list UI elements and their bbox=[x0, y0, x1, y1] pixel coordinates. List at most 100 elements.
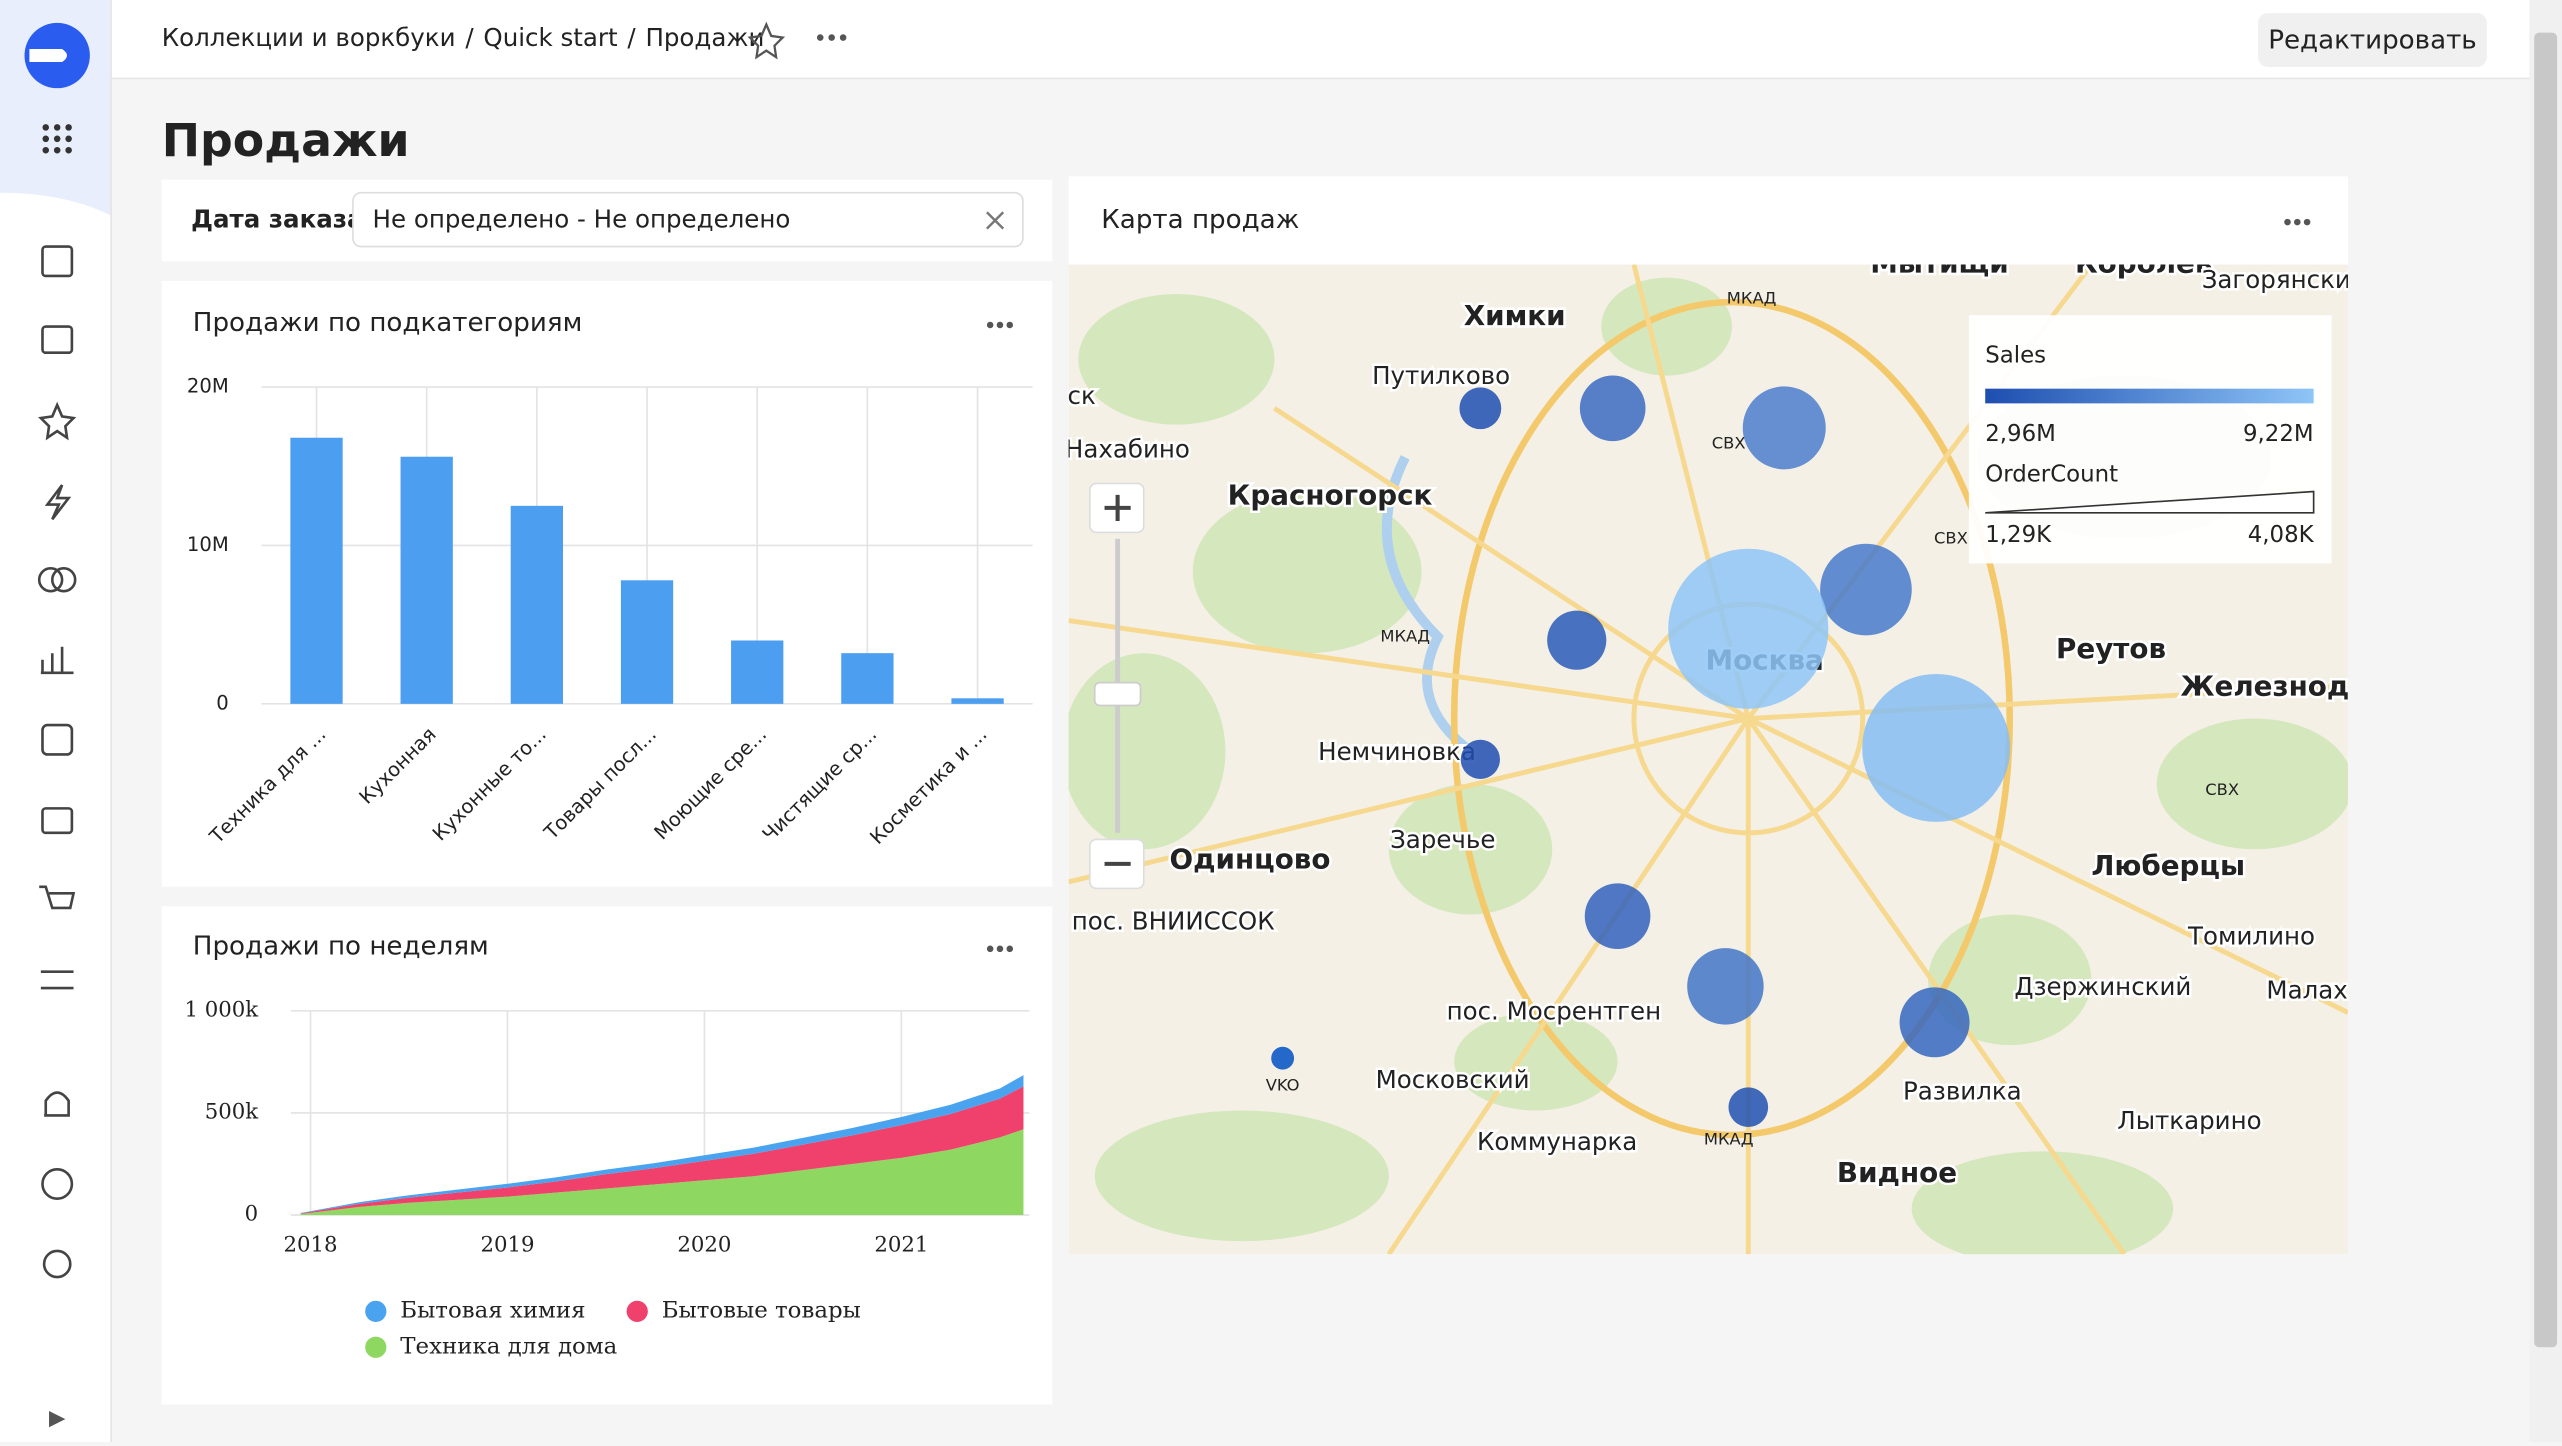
clear-button[interactable] bbox=[986, 211, 1005, 230]
breadcrumb: Продажи bbox=[645, 23, 764, 52]
nav-icon[interactable] bbox=[40, 970, 74, 990]
place-label: Загорянский bbox=[2202, 265, 2367, 294]
widget-title: Продажи по подкатегориям bbox=[193, 308, 582, 338]
y-tick-label: 0 bbox=[245, 1202, 259, 1227]
legend-label: Бытовая химия bbox=[400, 1297, 585, 1323]
bubble[interactable] bbox=[1687, 948, 1764, 1025]
place-label: МКАД bbox=[1727, 288, 1777, 307]
legend-marker bbox=[365, 1336, 387, 1358]
legend-title: Sales bbox=[1985, 343, 2046, 369]
scrollbar-thumb[interactable] bbox=[2534, 32, 2558, 1348]
bubble[interactable] bbox=[1460, 739, 1500, 779]
edit-button[interactable] bbox=[2258, 13, 2487, 67]
place-label: Малах bbox=[2266, 975, 2347, 1004]
filter-input[interactable] bbox=[352, 191, 1024, 248]
place-label: Дзержинский bbox=[2014, 972, 2191, 1001]
bar bbox=[841, 653, 894, 704]
place-label: Нахабино bbox=[1065, 435, 1190, 464]
legend-label: Техника для дома bbox=[400, 1333, 617, 1359]
place-label: Заречье bbox=[1390, 825, 1495, 854]
bubble[interactable] bbox=[1459, 387, 1502, 430]
size-scale bbox=[1985, 490, 2315, 514]
x-tick-label: 2019 bbox=[480, 1233, 534, 1258]
widget-menu[interactable] bbox=[2284, 218, 2311, 226]
place-label: МКАД bbox=[1380, 626, 1430, 645]
map-layer: Мытищи КоролёвЗагорянский Химки Путилково ск… bbox=[1065, 247, 2369, 1192]
place-label: Московский bbox=[1376, 1065, 1530, 1094]
place-label: ск bbox=[1068, 381, 1096, 410]
place-label: СВХ bbox=[2205, 780, 2239, 799]
widget-menu[interactable] bbox=[986, 945, 1014, 953]
y-tick-label: 1 000k bbox=[185, 997, 259, 1022]
place-label: Мытищи bbox=[1870, 247, 2008, 280]
breadcrumb[interactable]: Коллекции и воркбуки bbox=[162, 23, 456, 52]
nav-icon[interactable] bbox=[44, 484, 72, 521]
legend-max: 4,08K bbox=[2248, 522, 2315, 548]
legend-min: 1,29K bbox=[1985, 522, 2052, 548]
nav-icon[interactable] bbox=[37, 567, 64, 593]
bubble[interactable] bbox=[1728, 1087, 1769, 1128]
widget-menu[interactable] bbox=[986, 321, 1014, 329]
breadcrumb-separator: / bbox=[465, 23, 474, 52]
filter-label: Дата заказа bbox=[191, 204, 363, 233]
favorite-button[interactable] bbox=[747, 21, 786, 60]
nav-icon[interactable] bbox=[42, 1249, 72, 1279]
place-label: Химки bbox=[1464, 299, 1566, 332]
map-legend bbox=[1968, 315, 2332, 564]
edit-button-label: Редактировать bbox=[2268, 25, 2477, 55]
zoom-slider[interactable] bbox=[1093, 681, 1142, 707]
legend-label: Бытовые товары bbox=[662, 1297, 861, 1323]
area-chart: 0 500k 1 000k 2018 2019 2020 2021 Бытовая химия… bbox=[185, 997, 1030, 1359]
widget-title: Продажи по неделям bbox=[193, 932, 489, 962]
bubble[interactable] bbox=[1579, 375, 1646, 442]
nav-icon[interactable] bbox=[41, 1167, 74, 1200]
nav-icon[interactable] bbox=[41, 723, 74, 756]
nav-icon[interactable] bbox=[39, 885, 76, 910]
bar bbox=[951, 698, 1004, 704]
sidebar bbox=[0, 0, 112, 1442]
place-label: Реутов bbox=[2056, 632, 2166, 665]
place-label: Видное bbox=[1837, 1156, 1957, 1189]
expand-button[interactable] bbox=[49, 1410, 66, 1428]
nav-icon[interactable] bbox=[40, 646, 74, 675]
breadcrumbs: Коллекции и воркбуки / Quick start / Продажи bbox=[162, 23, 765, 52]
place-label: Железнодо bbox=[2181, 670, 2369, 703]
bubble[interactable] bbox=[1584, 883, 1651, 949]
header bbox=[0, 0, 2562, 79]
bubble[interactable] bbox=[1668, 548, 1829, 709]
bar bbox=[510, 505, 564, 704]
y-tick-label: 0 bbox=[216, 691, 228, 714]
zoom-control bbox=[1089, 482, 1145, 890]
place-label: Королёв bbox=[2075, 247, 2212, 280]
place-label: Люберцы bbox=[2091, 849, 2245, 882]
place-label: Путилково bbox=[1372, 361, 1510, 390]
place-label: пос. Мосрентген bbox=[1447, 997, 1662, 1026]
place-label: СВХ bbox=[1712, 434, 1746, 453]
bar bbox=[731, 640, 784, 704]
bubble[interactable] bbox=[1899, 987, 1970, 1058]
nav-icon[interactable] bbox=[41, 245, 74, 278]
bubble[interactable] bbox=[1820, 543, 1912, 636]
x-tick-label: 2018 bbox=[284, 1233, 338, 1258]
bubble[interactable] bbox=[1742, 386, 1826, 470]
nav-icon[interactable] bbox=[44, 1091, 70, 1117]
legend-min: 2,96M bbox=[1985, 421, 2056, 447]
area bbox=[300, 1129, 1024, 1216]
place-label: СВХ bbox=[1934, 528, 1968, 547]
bubble[interactable] bbox=[1862, 673, 2011, 822]
breadcrumb-separator: / bbox=[627, 23, 636, 52]
place-label: МКАД bbox=[1704, 1129, 1754, 1148]
y-tick-label: 20M bbox=[187, 375, 229, 398]
legend-marker bbox=[626, 1300, 648, 1322]
nav-icon[interactable] bbox=[41, 325, 74, 355]
apps-icon[interactable] bbox=[42, 124, 72, 154]
nav-icon[interactable] bbox=[41, 807, 74, 835]
more-button[interactable] bbox=[816, 34, 847, 41]
x-tick-label: 2020 bbox=[677, 1233, 731, 1258]
y-tick-label: 10M bbox=[187, 533, 229, 556]
place-label: Томилино bbox=[2187, 921, 2315, 950]
breadcrumb[interactable]: Quick start bbox=[483, 23, 618, 52]
bubble[interactable] bbox=[1547, 610, 1607, 670]
nav-icon[interactable] bbox=[38, 401, 77, 441]
legend-max: 9,22M bbox=[2243, 421, 2314, 447]
